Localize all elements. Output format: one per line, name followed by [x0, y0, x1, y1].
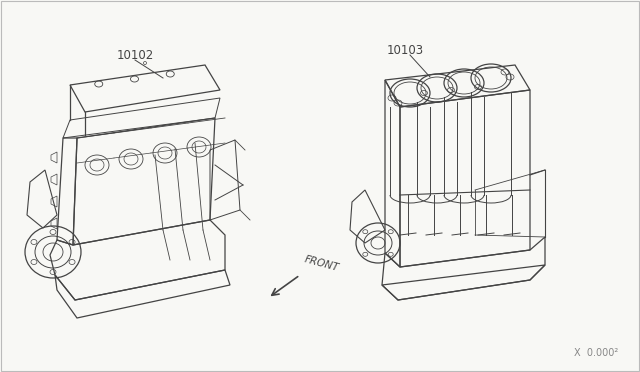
Text: 10103: 10103 — [387, 44, 424, 57]
Text: FRONT: FRONT — [303, 254, 340, 273]
Text: 10102: 10102 — [116, 48, 154, 61]
Text: X  0.000²: X 0.000² — [573, 348, 618, 358]
